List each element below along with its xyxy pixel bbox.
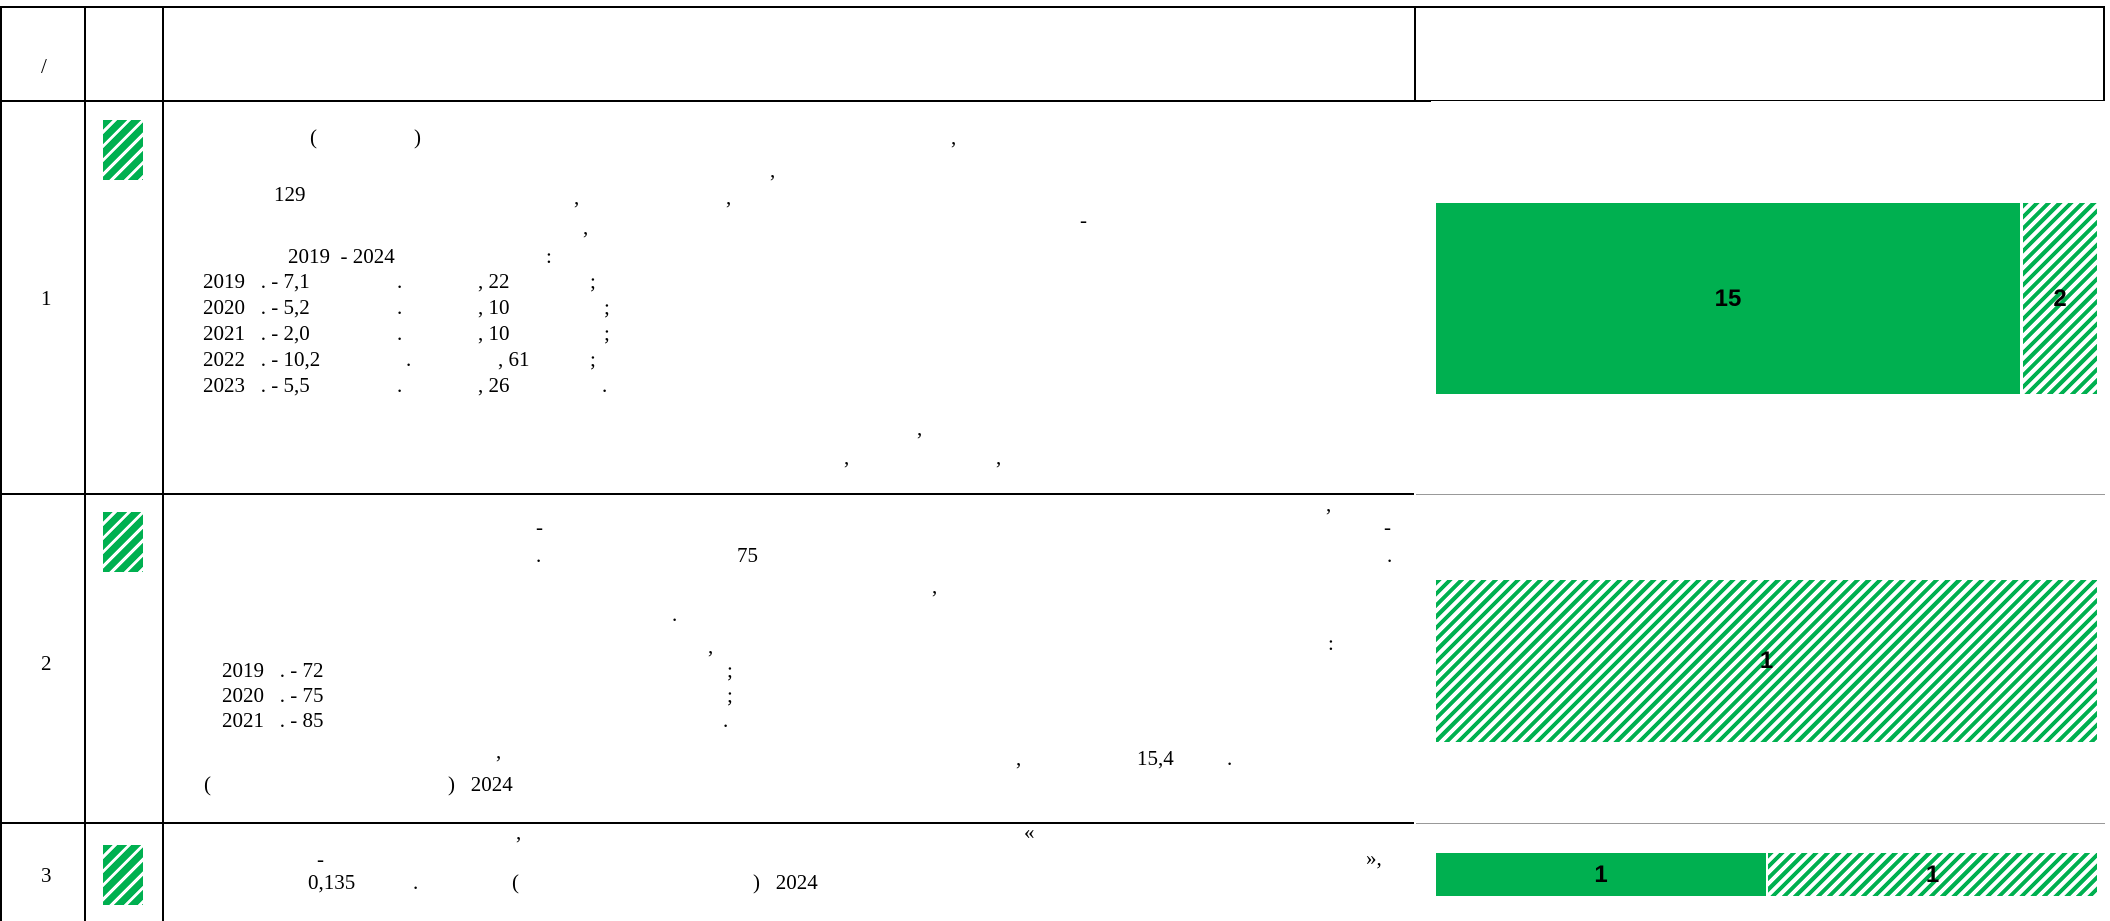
text-fragment: », [1366,846,1382,870]
table-border-right [2103,6,2105,101]
text-fragment: 2020 . - 75 [222,683,324,707]
col-divider-1 [84,6,86,921]
row-2-bar-hatched-label: 1 [1759,647,1774,674]
text-fragment: , 10 [478,295,510,319]
text-fragment: . [406,347,412,371]
text-fragment: . [397,295,403,319]
text-fragment: : [1328,631,1334,655]
hatched-green-square-icon [103,512,143,572]
text-fragment: , [1016,746,1022,770]
row-1-bar-solid-label: 15 [1714,284,1742,312]
header-number-column: / [41,54,47,78]
text-fragment: . [536,543,542,567]
text-fragment: 2019 . - 7,1 [203,269,310,293]
text-fragment: 2019 . - 72 [222,658,324,682]
row-1-bar-solid [1436,203,2020,394]
text-fragment: . [397,321,403,345]
text-fragment: ; [590,347,596,371]
text-fragment: , [583,215,589,239]
text-fragment: . [1387,543,1393,567]
text-fragment: 75 [737,543,758,567]
text-fragment: , [770,158,776,182]
row-1-number: 1 [41,286,52,310]
text-fragment: , [496,739,502,763]
hatched-green-square-icon [103,120,143,180]
text-fragment: - [536,515,543,539]
text-fragment: ( [204,772,211,796]
text-fragment: 2020 . - 5,2 [203,295,310,319]
text-fragment: 2019 - 2024 [288,244,395,268]
text-fragment: , [708,634,714,658]
row-3-bar-solid [1436,853,1766,896]
text-fragment: . [397,373,403,397]
text-fragment: , [726,185,732,209]
row-2-bottom-line-right [1416,823,2105,824]
row-3-number: 3 [41,863,52,887]
text-fragment: , 61 [498,347,530,371]
text-fragment: ( [512,870,519,894]
text-fragment: 0,135 [308,870,356,894]
text-fragment: ) [414,125,421,149]
text-fragment: 15,4 [1137,746,1174,770]
col-divider-3 [1414,6,1416,101]
text-fragment: ; [604,321,610,345]
row-2-number: 2 [41,651,52,675]
text-fragment: , [574,185,580,209]
text-fragment: 2021 . - 85 [222,708,324,732]
text-fragment: 2022 . - 10,2 [203,347,321,371]
text-fragment: , [844,445,850,469]
text-fragment: . [602,373,608,397]
text-fragment: , 10 [478,321,510,345]
text-fragment: ; [727,683,733,707]
text-fragment: , [932,574,938,598]
text-fragment: . [397,269,403,293]
text-fragment: « [1024,820,1035,844]
text-fragment: , [951,125,957,149]
row-1-bottom-line [0,493,1414,495]
text-fragment: . [413,870,419,894]
text-fragment: , [996,445,1002,469]
text-fragment: - [1080,208,1087,232]
row-2-bar-hatched [1436,580,2097,742]
col-divider-2 [162,6,164,921]
text-fragment: , [516,820,522,844]
text-fragment: , [917,416,923,440]
text-fragment: 2023 . - 5,5 [203,373,310,397]
text-fragment: , [1326,492,1332,516]
row-2-bottom-line [0,822,1414,824]
hatched-green-square-icon [103,845,143,905]
row-1-bar-hatched-label: 2 [2053,284,2067,312]
row-1-bottom-line-right [1416,494,2105,495]
text-fragment: , 26 [478,373,510,397]
row-1-bar-hatched [2023,203,2097,394]
text-fragment: - [317,847,324,871]
text-fragment: : [546,244,552,268]
text-fragment: . [723,708,729,732]
text-fragment: - [1384,515,1391,539]
header-bottom-line-right [1416,100,2105,101]
text-fragment: ; [604,295,610,319]
text-fragment: ( [310,125,317,149]
row-3-bar-hatched-label: 1 [1925,860,1940,888]
table-border-left [0,6,2,921]
text-fragment: . [1227,746,1233,770]
header-bottom-line [0,100,1431,102]
text-fragment: . [672,602,678,626]
text-fragment: 129 [274,182,306,206]
text-fragment: 2021 . - 2,0 [203,321,310,345]
row-3-bar-hatched [1768,853,2097,896]
text-fragment: ; [590,269,596,293]
text-fragment: , 22 [478,269,510,293]
row-3-bar-solid-label: 1 [1594,860,1608,888]
text-fragment: ) 2024 [753,870,818,894]
text-fragment: ; [727,658,733,682]
table-border-top [0,6,2105,8]
text-fragment: ) 2024 [448,772,513,796]
